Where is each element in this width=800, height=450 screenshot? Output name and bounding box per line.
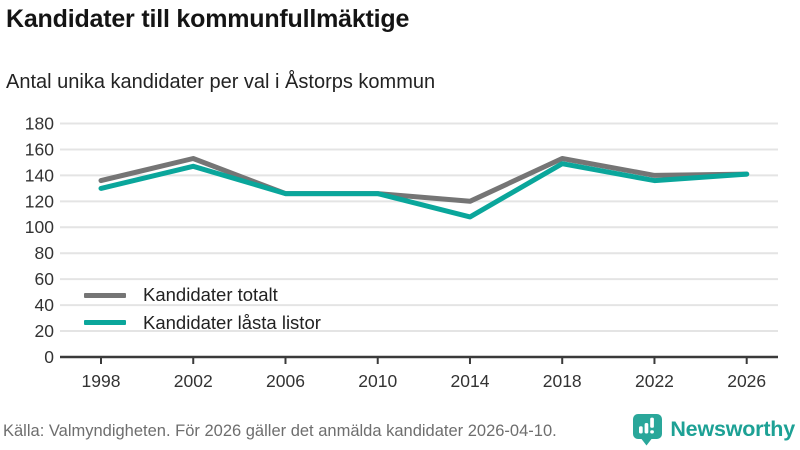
y-axis-tick-label: 0 xyxy=(44,347,54,367)
series-line-0 xyxy=(98,156,750,204)
y-axis-tick-label: 60 xyxy=(35,269,55,289)
series-line-1 xyxy=(98,161,750,220)
x-axis-tick-label: 2010 xyxy=(358,371,397,391)
line-chart: 0 20 40 60 80 100 120 140 160 180 1998 2002 2006 2010… xyxy=(0,110,800,400)
y-axis-tick-label: 80 xyxy=(35,243,55,263)
y-axis-tick-label: 180 xyxy=(25,113,54,133)
source-note: Källa: Valmyndigheten. För 2026 gäller d… xyxy=(3,422,557,440)
legend-item-lasta-listor: Kandidater låsta listor xyxy=(84,311,321,333)
y-axis-tick-label: 100 xyxy=(25,217,54,237)
x-axis-tick-label: 2002 xyxy=(174,371,213,391)
brand-logo: Newsworthy xyxy=(632,413,795,446)
x-axis-tick-label: 1998 xyxy=(82,371,121,391)
page-title: Kandidater till kommunfullmäktige xyxy=(6,5,410,33)
legend-label-lasta-listor: Kandidater låsta listor xyxy=(143,311,321,333)
chart-header: Kandidater till kommunfullmäktige Antal … xyxy=(6,4,794,93)
x-axis-tick-label: 2006 xyxy=(266,371,305,391)
legend-swatch-lasta-listor xyxy=(84,320,126,326)
legend-item-totalt: Kandidater totalt xyxy=(84,284,321,305)
x-axis-tick-label: 2026 xyxy=(727,371,766,391)
legend-swatch-totalt xyxy=(84,292,126,298)
y-axis-tick-label: 120 xyxy=(25,191,54,211)
line-chart-canvas: 0 20 40 60 80 100 120 140 160 180 1998 2002 2006 2010… xyxy=(25,113,778,391)
y-axis-tick-label: 140 xyxy=(25,165,54,185)
chart-footer: Källa: Valmyndigheten. För 2026 gäller d… xyxy=(0,404,800,450)
chart-legend: Kandidater totalt Kandidater låsta listo… xyxy=(84,284,321,333)
newsworthy-bubble-icon xyxy=(633,414,663,446)
legend-label-totalt: Kandidater totalt xyxy=(143,284,278,305)
y-axis-tick-label: 160 xyxy=(25,139,54,159)
page-subtitle: Antal unika kandidater per val i Åstorps… xyxy=(6,71,436,93)
x-axis-tick-label: 2014 xyxy=(451,371,490,391)
y-axis-tick-label: 40 xyxy=(35,295,55,315)
brand-name: Newsworthy xyxy=(670,417,795,441)
y-axis-tick-label: 20 xyxy=(35,321,55,341)
x-axis-tick-label: 2022 xyxy=(635,371,674,391)
x-axis-tick-label: 2018 xyxy=(543,371,582,391)
